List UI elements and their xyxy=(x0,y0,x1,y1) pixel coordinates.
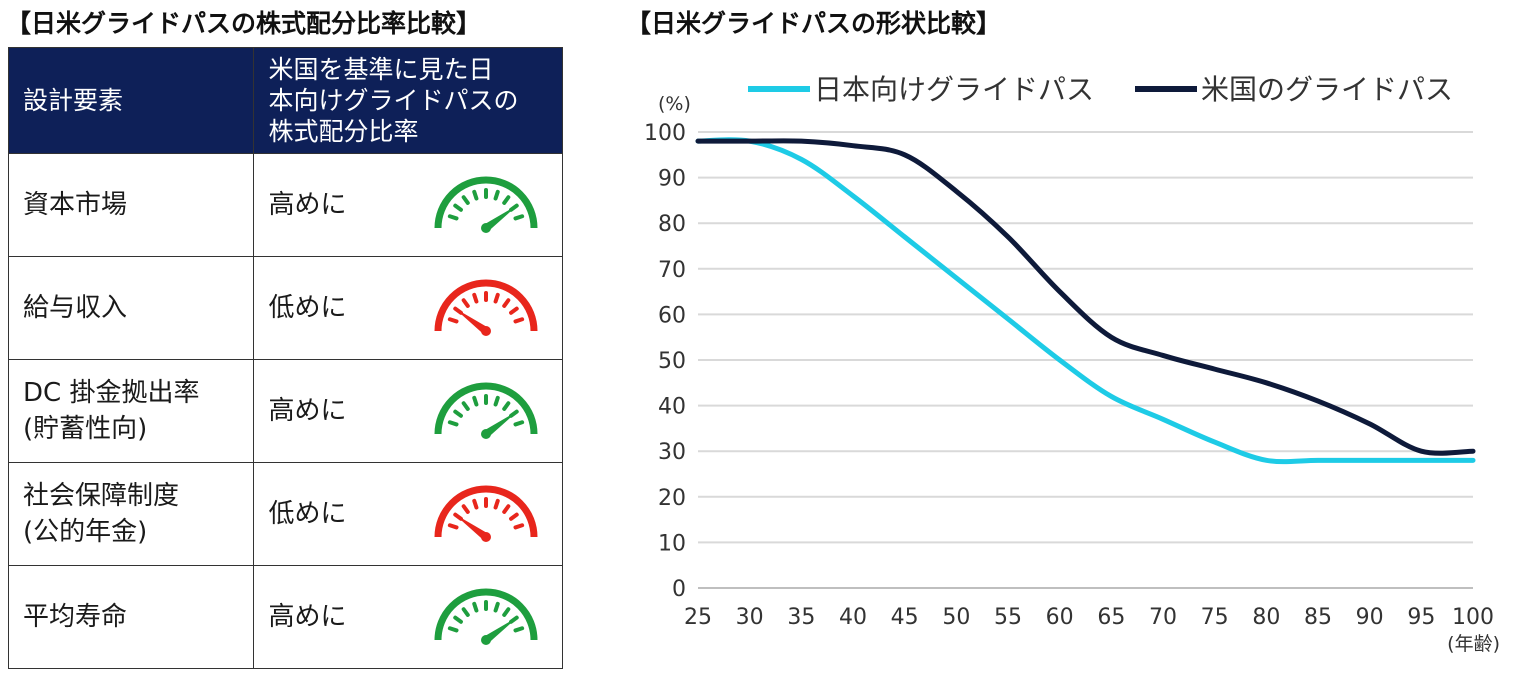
x-tick-label: 75 xyxy=(1201,605,1229,630)
x-tick-label: 45 xyxy=(891,605,919,630)
x-tick-label: 30 xyxy=(736,605,764,630)
y-tick-label: 40 xyxy=(658,395,686,420)
x-tick-label: 35 xyxy=(787,605,815,630)
allocation-level-label: 高めに xyxy=(268,396,347,426)
right-title: 【日米グライドパスの形状比較】 xyxy=(626,9,1002,38)
allocation-level-label: 高めに xyxy=(268,602,347,632)
allocation-factor-table: 設計要素 米国を基準に見た日 本向けグライドパスの 株式配分比率 資本市場 高めに… xyxy=(7,47,563,669)
design-factor-label: (貯蓄性向) xyxy=(23,414,148,444)
y-tick-label: 10 xyxy=(658,531,686,556)
allocation-level-cell: 高めに xyxy=(253,153,563,257)
design-factor-label: 資本市場 xyxy=(23,190,128,220)
speedometer-high-icon xyxy=(434,176,538,233)
design-factor-cell: 給与収入 xyxy=(7,256,255,360)
header-design-factor: 設計要素 xyxy=(7,47,255,154)
y-tick-label: 90 xyxy=(658,167,686,192)
x-tick-label: 65 xyxy=(1097,605,1125,630)
table-row: 給与収入 低めに xyxy=(7,256,563,360)
allocation-level-cell: 高めに xyxy=(253,359,563,463)
header-line: 米国を基準に見た日 xyxy=(268,55,494,84)
design-factor-label: (公的年金) xyxy=(23,517,148,547)
allocation-level-label: 高めに xyxy=(268,190,347,220)
x-tick-label: 60 xyxy=(1046,605,1074,630)
allocation-level-cell: 高めに xyxy=(253,565,563,669)
y-tick-label: 20 xyxy=(658,486,686,511)
x-unit-label: (年齢) xyxy=(1447,633,1500,655)
x-tick-label: 70 xyxy=(1149,605,1177,630)
design-factor-cell: DC 掛金拠出率 (貯蓄性向) xyxy=(7,359,255,463)
speedometer-high-icon xyxy=(434,382,538,439)
design-factor-label: 社会保障制度 xyxy=(23,481,180,511)
left-title: 【日米グライドパスの株式配分比率比較】 xyxy=(6,9,482,38)
series-line-japan xyxy=(695,137,1476,465)
x-tick-label: 25 xyxy=(684,605,712,630)
y-tick-label: 30 xyxy=(658,440,686,465)
header-line: 本向けグライドパスの xyxy=(268,86,519,115)
y-unit-label: (%) xyxy=(658,93,691,115)
y-tick-label: 50 xyxy=(658,349,686,374)
design-factor-cell: 平均寿命 xyxy=(7,565,255,669)
design-factor-label: 平均寿命 xyxy=(23,602,128,632)
x-tick-label: 100 xyxy=(1452,605,1494,630)
y-tick-label: 0 xyxy=(672,577,686,602)
speedometer-low-icon xyxy=(434,485,538,542)
y-tick-label: 100 xyxy=(644,121,686,146)
table-row: 資本市場 高めに xyxy=(7,153,563,257)
x-tick-label: 95 xyxy=(1407,605,1435,630)
y-tick-label: 80 xyxy=(658,212,686,237)
allocation-level-label: 低めに xyxy=(268,499,347,529)
x-tick-label: 85 xyxy=(1304,605,1332,630)
allocation-level-label: 低めに xyxy=(268,293,347,323)
design-factor-cell: 資本市場 xyxy=(7,153,255,257)
speedometer-low-icon xyxy=(434,279,538,336)
legend-label-japan: 日本向けグライドパス xyxy=(814,73,1094,106)
x-tick-label: 90 xyxy=(1356,605,1384,630)
series-line-us xyxy=(695,138,1476,456)
glide-path-chart: 0 10 20 30 40 50 60 70 80 90 100 25 30 35 40 45 50 55 60 65… xyxy=(644,73,1500,655)
allocation-level-cell: 低めに xyxy=(253,256,563,360)
table-header-row: 設計要素 米国を基準に見た日 本向けグライドパスの 株式配分比率 xyxy=(7,47,563,154)
y-tick-label: 60 xyxy=(658,303,686,328)
x-tick-label: 55 xyxy=(994,605,1022,630)
speedometer-high-icon xyxy=(434,588,538,645)
x-tick-label: 50 xyxy=(942,605,970,630)
x-tick-label: 40 xyxy=(839,605,867,630)
legend-label-us: 米国のグライドパス xyxy=(1201,73,1453,106)
y-tick-label: 70 xyxy=(658,258,686,283)
design-factor-cell: 社会保障制度 (公的年金) xyxy=(7,462,255,566)
table-row: 平均寿命 高めに xyxy=(7,565,563,669)
x-tick-label: 80 xyxy=(1252,605,1280,630)
design-factor-label: DC 掛金拠出率 xyxy=(23,378,200,408)
table-row: 社会保障制度 (公的年金) 低めに xyxy=(7,462,563,566)
allocation-level-cell: 低めに xyxy=(253,462,563,566)
table-row: DC 掛金拠出率 (貯蓄性向) 高めに xyxy=(7,359,563,463)
design-factor-label: 給与収入 xyxy=(23,293,128,323)
header-allocation-level: 米国を基準に見た日 本向けグライドパスの 株式配分比率 xyxy=(253,47,563,154)
header-line: 株式配分比率 xyxy=(268,117,419,146)
